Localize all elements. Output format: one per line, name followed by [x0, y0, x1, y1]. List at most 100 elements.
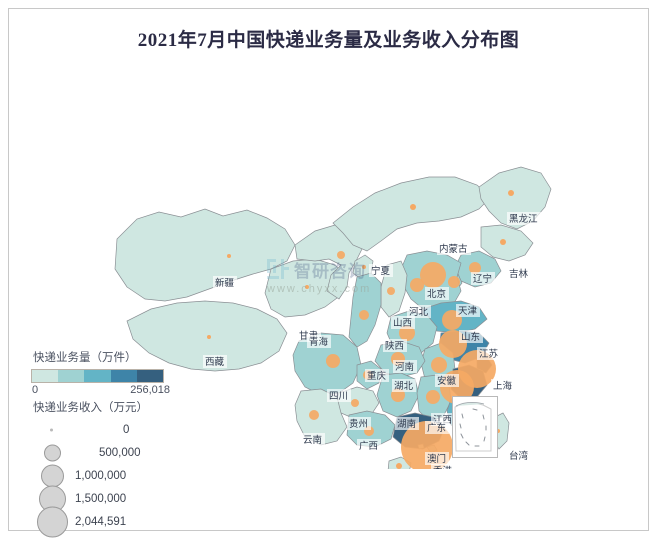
province-label-内蒙古: 内蒙古: [439, 243, 468, 255]
bubble-yunnan[interactable]: [309, 410, 319, 420]
province-label-广东: 广东: [427, 422, 446, 434]
province-label-新疆: 新疆: [215, 277, 235, 289]
bubble-sichuan[interactable]: [326, 354, 340, 368]
province-label-bg: [507, 449, 531, 462]
bubble-beijing[interactable]: [420, 262, 446, 288]
bubble-anhui[interactable]: [431, 357, 447, 373]
province-label-bg: [507, 267, 531, 280]
province-label-北京: 北京: [427, 288, 446, 300]
bubble-hebei[interactable]: [410, 278, 424, 292]
province-label-西藏: 西藏: [205, 356, 225, 368]
province-label-辽宁: 辽宁: [473, 273, 492, 285]
province-label-bg: [392, 379, 416, 392]
province-label-bg: [203, 355, 227, 368]
bubble-shaanxi[interactable]: [359, 310, 369, 320]
bubble-legend-symbol-2: [40, 464, 64, 487]
province-label-bg: [395, 417, 419, 430]
province-label-bg: [425, 421, 449, 434]
province-label-bg: [407, 305, 431, 318]
dot-heilongjiang: [508, 190, 514, 196]
province-shaanxi[interactable]: [348, 272, 382, 348]
province-label-bg: [477, 347, 501, 360]
province-label-bg: [471, 272, 495, 285]
bubble-legend-title: 快递业务收入（万元）: [33, 402, 148, 414]
bubble-jiangxi[interactable]: [426, 390, 440, 404]
bubble-legend-value: 1,500,000: [75, 492, 127, 505]
province-label-bg: [327, 389, 351, 402]
province-label-天津: 天津: [458, 306, 478, 317]
dot-xizang: [207, 335, 211, 339]
province-label-bg: [213, 276, 237, 289]
dot-ningxia: [362, 265, 366, 269]
bubble-legend-row: 2,044,591: [31, 506, 241, 537]
bubble-shanxi[interactable]: [387, 287, 395, 295]
bubble-tianjin[interactable]: [448, 276, 460, 288]
bubble-legend-row: 0: [31, 418, 241, 441]
province-label-bg: [456, 304, 480, 317]
province-label-山东: 山东: [461, 331, 480, 343]
choropleth-legend-title: 快递业务量（万件）: [33, 352, 137, 364]
province-label-安徽: 安徽: [437, 375, 457, 387]
province-label-湖南: 湖南: [397, 418, 416, 430]
ramp-swatch-5: [136, 370, 164, 382]
province-label-澳门: 澳门: [427, 453, 446, 465]
province-neimenggu[interactable]: [332, 176, 492, 252]
province-label-bg: [357, 439, 381, 452]
bubble-guizhou[interactable]: [351, 399, 359, 407]
bubble-legend-value: 500,000: [99, 446, 141, 459]
bubble-liaoning[interactable]: [469, 262, 481, 274]
nine-dash-line: [459, 408, 487, 447]
choropleth-ramp-labels: 0 256,018: [31, 383, 170, 398]
province-label-bg: [307, 335, 331, 348]
dot-hainan: [396, 463, 402, 469]
ramp-swatch-1: [32, 370, 59, 382]
province-label-宁夏: 宁夏: [371, 265, 391, 277]
province-label-山西: 山西: [393, 318, 412, 329]
province-label-河北: 河北: [409, 306, 429, 318]
province-label-bg: [301, 433, 325, 446]
province-label-bg: [437, 242, 471, 255]
province-label-bg: [431, 464, 455, 469]
bubble-legend-value: 0: [123, 423, 130, 436]
province-label-四川: 四川: [329, 391, 348, 402]
ramp-swatch-3: [84, 370, 111, 382]
bubble-legend-value: 1,000,000: [75, 469, 127, 482]
province-label-bg: [507, 212, 541, 225]
province-label-bg: [491, 379, 515, 392]
province-label-bg: [383, 339, 407, 352]
bubble-gansu[interactable]: [337, 251, 345, 259]
province-xinjiang[interactable]: [114, 208, 296, 302]
centroid-dots: [207, 190, 514, 469]
province-label-bg: [425, 287, 449, 300]
province-label-河南: 河南: [395, 361, 414, 373]
dot-xinjiang: [227, 254, 231, 258]
bubble-legend-symbol-1: [43, 444, 61, 461]
province-label-湖北: 湖北: [394, 381, 414, 392]
dot-neimenggu: [410, 204, 416, 210]
choropleth-color-ramp[interactable]: [31, 369, 164, 383]
province-label-吉林: 吉林: [509, 268, 529, 280]
province-jilin[interactable]: [480, 224, 534, 262]
ramp-swatch-2: [58, 370, 85, 382]
province-label-香港: 香港: [433, 465, 453, 469]
province-label-陕西: 陕西: [385, 340, 404, 352]
province-label-bg: [459, 330, 483, 343]
province-label-bg: [425, 452, 449, 465]
bubble-legend-rows: 0 500,000 1,000,000 1,500,000 2,044,591: [31, 418, 241, 537]
province-label-bg: [347, 417, 371, 430]
province-label-bg: [393, 360, 417, 373]
map-legend: 快递业务量（万件） 0 256,018 快递业务收入（万元） 0 500,000 1…: [31, 349, 241, 537]
province-label-青海: 青海: [309, 336, 329, 348]
province-label-上海: 上海: [493, 380, 513, 392]
dot-jilin: [500, 239, 506, 245]
ramp-min-label: 0: [32, 384, 39, 396]
province-label-bg: [391, 316, 415, 329]
province-xizang[interactable]: [126, 300, 288, 372]
dot-qinghai: [305, 285, 309, 289]
inset-coast: [455, 402, 485, 407]
province-label-bg: [369, 264, 393, 277]
ramp-swatch-4: [110, 370, 137, 382]
bubble-legend-symbol-4: [36, 506, 68, 537]
province-label-台湾: 台湾: [509, 450, 529, 462]
south-china-sea-inset: [452, 396, 498, 458]
